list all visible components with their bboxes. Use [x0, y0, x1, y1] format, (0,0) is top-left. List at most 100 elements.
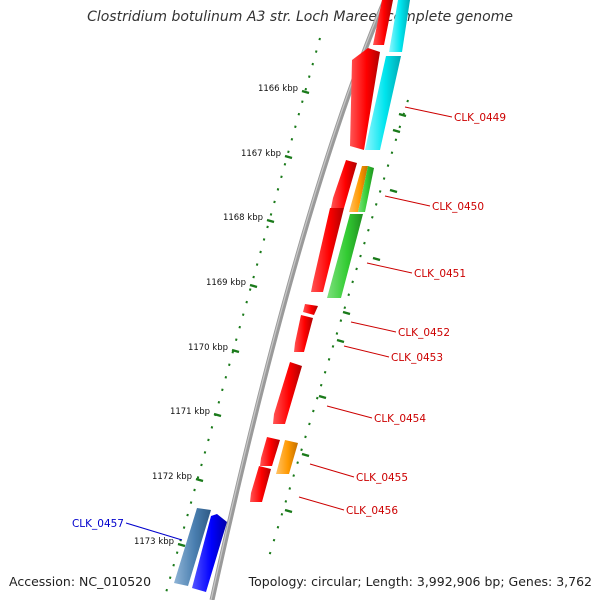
track-dot: [374, 203, 378, 206]
kbp-tick: [195, 477, 204, 483]
kbp-tick: [177, 542, 186, 548]
cds-block-clk-0456[interactable]: [250, 466, 271, 502]
track-dot: [294, 125, 297, 129]
track-dot: [382, 177, 386, 180]
track-dot: [175, 551, 179, 554]
kbp-tick: [284, 154, 293, 160]
track-dot: [355, 267, 358, 271]
track-dot: [269, 213, 273, 216]
track-dot: [168, 576, 172, 580]
track-dot: [327, 358, 331, 361]
track-dot: [312, 409, 315, 413]
track-dot: [228, 363, 231, 367]
feature-track: [174, 0, 410, 592]
kbp-ruler: 1166 kbp 1167 kbp 1168 kbp 1169 kbp 1170 kbp…: [134, 84, 310, 548]
gene-label-clk-0450[interactable]: CLK_0450: [432, 201, 484, 213]
cds-block-clk-0457[interactable]: [192, 514, 227, 592]
track-dot: [308, 75, 311, 78]
kbp-tick: [213, 412, 222, 418]
cds-block-clk-0450[interactable]: [331, 160, 357, 208]
cog-block-clk-0450b[interactable]: [358, 166, 374, 212]
track-dot: [238, 325, 241, 329]
track-dot: [268, 551, 272, 555]
track-dot: [331, 345, 335, 348]
track-dot: [217, 400, 221, 404]
feature-tick: [284, 508, 293, 514]
cds-block-clk-0453[interactable]: [294, 315, 313, 352]
track-dot: [371, 215, 374, 219]
kbp-tick-label: 1169 kbp: [206, 278, 246, 288]
track-dot: [335, 332, 339, 335]
gene-label-clk-0454[interactable]: CLK_0454: [374, 413, 426, 425]
cds-block[interactable]: [373, 0, 393, 45]
cds-block-clk-0455[interactable]: [260, 437, 280, 466]
track-dot: [288, 487, 292, 490]
track-dot: [319, 383, 323, 387]
gene-label-clk-0453[interactable]: CLK_0453: [391, 352, 443, 364]
feature-tick: [318, 394, 327, 400]
kbp-tick: [266, 218, 275, 224]
inner-tick-track: [268, 99, 409, 555]
track-dot: [311, 62, 315, 66]
gene-label-clk-0452[interactable]: CLK_0452: [398, 327, 450, 339]
kbp-tick-label: 1172 kbp: [152, 472, 192, 482]
gene-label-clk-0457[interactable]: CLK_0457: [72, 518, 124, 530]
track-dot: [323, 370, 327, 374]
track-dot: [224, 375, 228, 379]
kbp-tick-label: 1167 kbp: [241, 149, 281, 159]
cog-block-clk-0450[interactable]: [349, 166, 368, 212]
track-dot: [304, 87, 308, 91]
track-dot: [234, 338, 238, 342]
track-dot: [398, 125, 402, 129]
track-dot: [290, 137, 294, 141]
track-dot: [314, 50, 318, 53]
feature-tick: [392, 128, 401, 134]
track-dot: [259, 250, 262, 254]
cds-block-clk-0452[interactable]: [303, 304, 318, 315]
track-dot: [367, 228, 370, 232]
track-dot: [272, 538, 276, 542]
track-dot: [386, 164, 390, 167]
label-leaders: [125, 106, 453, 541]
track-dot: [359, 254, 362, 258]
track-dot: [280, 512, 284, 516]
track-dot: [339, 319, 343, 322]
cog-block-clk-0457[interactable]: [174, 508, 211, 586]
track-dot: [165, 588, 168, 592]
track-dot: [276, 188, 280, 191]
track-dot: [287, 150, 290, 154]
cog-block-clk-0449[interactable]: [365, 56, 401, 150]
cog-block-clk-0451[interactable]: [327, 214, 363, 298]
track-dot: [363, 241, 366, 245]
gene-label-clk-0449[interactable]: CLK_0449: [454, 112, 506, 124]
track-dot: [280, 175, 283, 179]
track-dot: [283, 162, 287, 166]
gene-label-clk-0451[interactable]: CLK_0451: [414, 268, 466, 280]
track-dot: [284, 500, 288, 503]
track-dot: [406, 99, 409, 103]
kbp-tick-label: 1173 kbp: [134, 537, 174, 547]
track-dot: [262, 238, 266, 241]
cds-block-clk-0454[interactable]: [273, 362, 302, 424]
feature-tick: [336, 338, 345, 344]
feature-tick: [342, 310, 351, 316]
topology-text: Topology: circular; Length: 3,992,906 bp…: [248, 574, 592, 589]
track-dot: [390, 151, 394, 155]
track-dot: [273, 200, 276, 204]
cds-block-clk-0449[interactable]: [350, 48, 380, 150]
cog-block-clk-0455[interactable]: [276, 440, 298, 474]
gene-label-clk-0455[interactable]: CLK_0455: [356, 472, 408, 484]
track-dot: [394, 138, 398, 142]
track-dot: [300, 448, 303, 452]
track-dot: [343, 306, 347, 310]
track-dot: [207, 438, 210, 442]
cds-block-clk-0451[interactable]: [311, 208, 344, 292]
track-dot: [296, 461, 299, 465]
track-dot: [318, 37, 321, 41]
feature-tick: [389, 188, 398, 194]
track-dot: [252, 275, 255, 279]
gene-label-clk-0456[interactable]: CLK_0456: [346, 505, 398, 517]
track-dot: [186, 513, 189, 517]
kbp-tick: [301, 89, 310, 95]
cog-block[interactable]: [389, 0, 410, 52]
